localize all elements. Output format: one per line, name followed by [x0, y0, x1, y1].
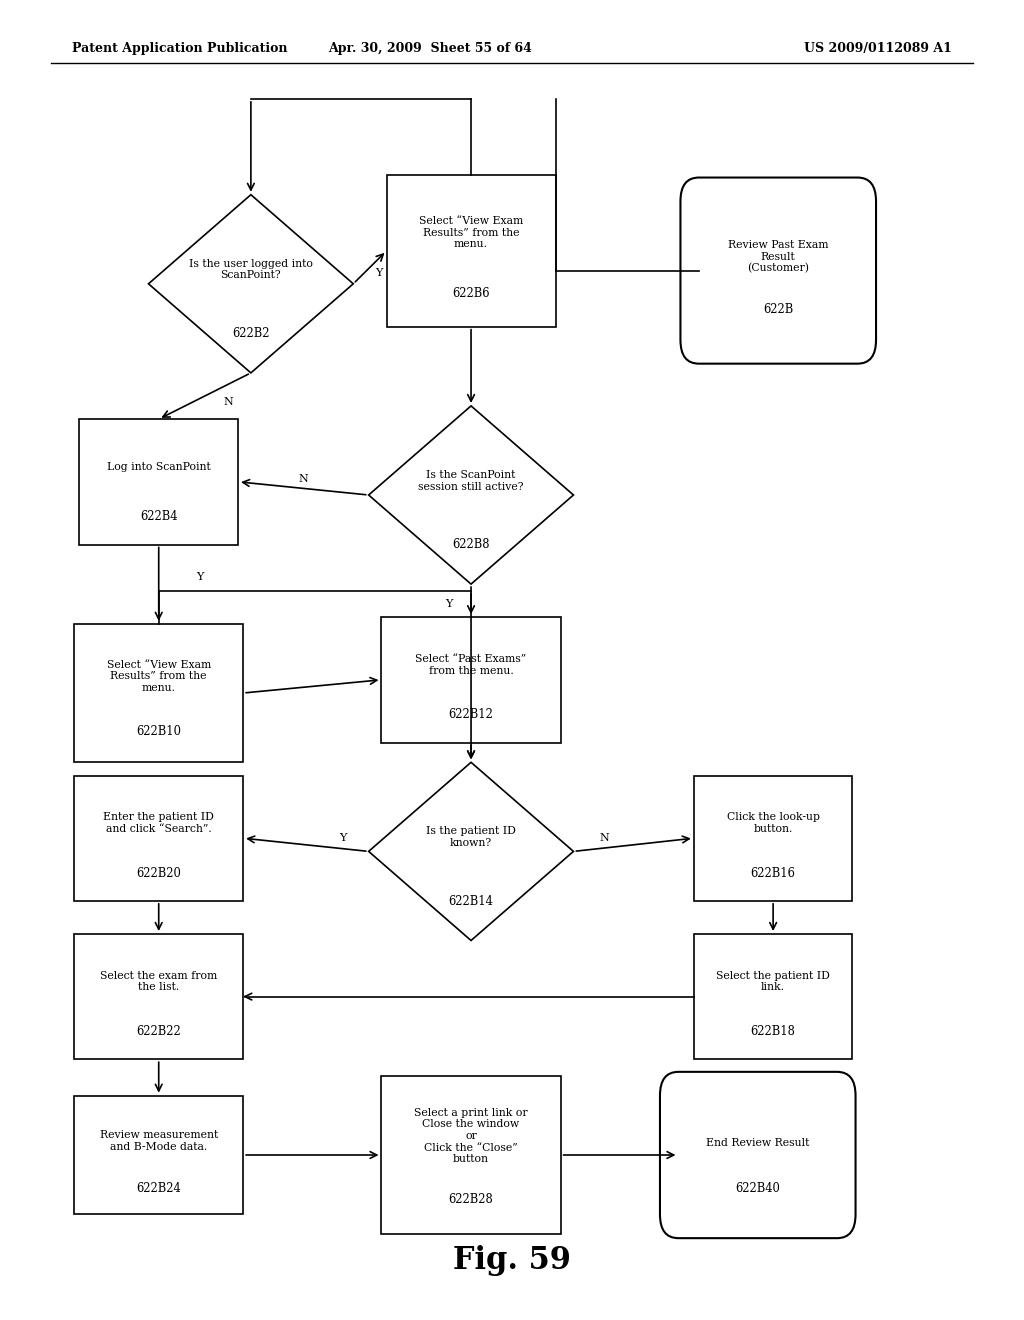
- Text: Is the ScanPoint
session still active?: Is the ScanPoint session still active?: [418, 470, 524, 491]
- Text: 622B28: 622B28: [449, 1193, 494, 1206]
- Bar: [694, 935, 852, 1059]
- Text: Is the user logged into
ScanPoint?: Is the user logged into ScanPoint?: [189, 259, 312, 280]
- Bar: [382, 618, 561, 742]
- Text: Select the exam from
the list.: Select the exam from the list.: [100, 970, 217, 993]
- Text: Review Past Exam
Result
(Customer): Review Past Exam Result (Customer): [728, 240, 828, 273]
- Text: Click the look-up
button.: Click the look-up button.: [727, 812, 819, 834]
- Text: End Review Result: End Review Result: [707, 1138, 809, 1148]
- Bar: [387, 174, 555, 326]
- Text: Y: Y: [339, 833, 347, 843]
- Text: 622B22: 622B22: [136, 1026, 181, 1039]
- Text: Select a print link or
Close the window
or
Click the “Close”
button: Select a print link or Close the window …: [415, 1107, 527, 1164]
- Text: 622B2: 622B2: [232, 327, 269, 341]
- Text: US 2009/0112089 A1: US 2009/0112089 A1: [805, 42, 952, 55]
- Text: Is the patient ID
known?: Is the patient ID known?: [426, 826, 516, 847]
- Text: 622B4: 622B4: [140, 511, 177, 524]
- Bar: [694, 776, 852, 900]
- Text: Select “Past Exams”
from the menu.: Select “Past Exams” from the menu.: [416, 653, 526, 676]
- Text: 622B40: 622B40: [735, 1181, 780, 1195]
- Text: Fig. 59: Fig. 59: [453, 1245, 571, 1276]
- Bar: [74, 935, 244, 1059]
- Bar: [382, 1076, 561, 1234]
- Text: 622B: 622B: [763, 302, 794, 315]
- Text: 622B20: 622B20: [136, 867, 181, 880]
- Text: 622B16: 622B16: [751, 867, 796, 880]
- Text: 622B12: 622B12: [449, 709, 494, 722]
- Text: 622B14: 622B14: [449, 895, 494, 908]
- Text: Log into ScanPoint: Log into ScanPoint: [106, 462, 211, 471]
- Text: N: N: [223, 397, 233, 407]
- Text: 622B10: 622B10: [136, 725, 181, 738]
- Bar: [74, 1096, 244, 1214]
- Text: Y: Y: [196, 573, 204, 582]
- Text: Y: Y: [444, 599, 453, 609]
- Bar: [74, 624, 244, 763]
- Bar: [74, 776, 244, 900]
- Text: 622B18: 622B18: [751, 1026, 796, 1039]
- Text: Review measurement
and B-Mode data.: Review measurement and B-Mode data.: [99, 1130, 218, 1151]
- Text: 622B24: 622B24: [136, 1181, 181, 1195]
- Text: Select the patient ID
link.: Select the patient ID link.: [716, 970, 830, 993]
- Bar: [80, 420, 238, 544]
- Text: N: N: [599, 833, 609, 843]
- Text: Patent Application Publication: Patent Application Publication: [72, 42, 287, 55]
- Text: Enter the patient ID
and click “Search”.: Enter the patient ID and click “Search”.: [103, 812, 214, 834]
- Text: Select “View Exam
Results” from the
menu.: Select “View Exam Results” from the menu…: [419, 216, 523, 249]
- Text: Apr. 30, 2009  Sheet 55 of 64: Apr. 30, 2009 Sheet 55 of 64: [328, 42, 532, 55]
- Text: Select “View Exam
Results” from the
menu.: Select “View Exam Results” from the menu…: [106, 660, 211, 693]
- Text: N: N: [298, 474, 308, 484]
- Text: 622B6: 622B6: [453, 286, 489, 300]
- Text: Y: Y: [375, 268, 383, 279]
- Text: 622B8: 622B8: [453, 539, 489, 552]
